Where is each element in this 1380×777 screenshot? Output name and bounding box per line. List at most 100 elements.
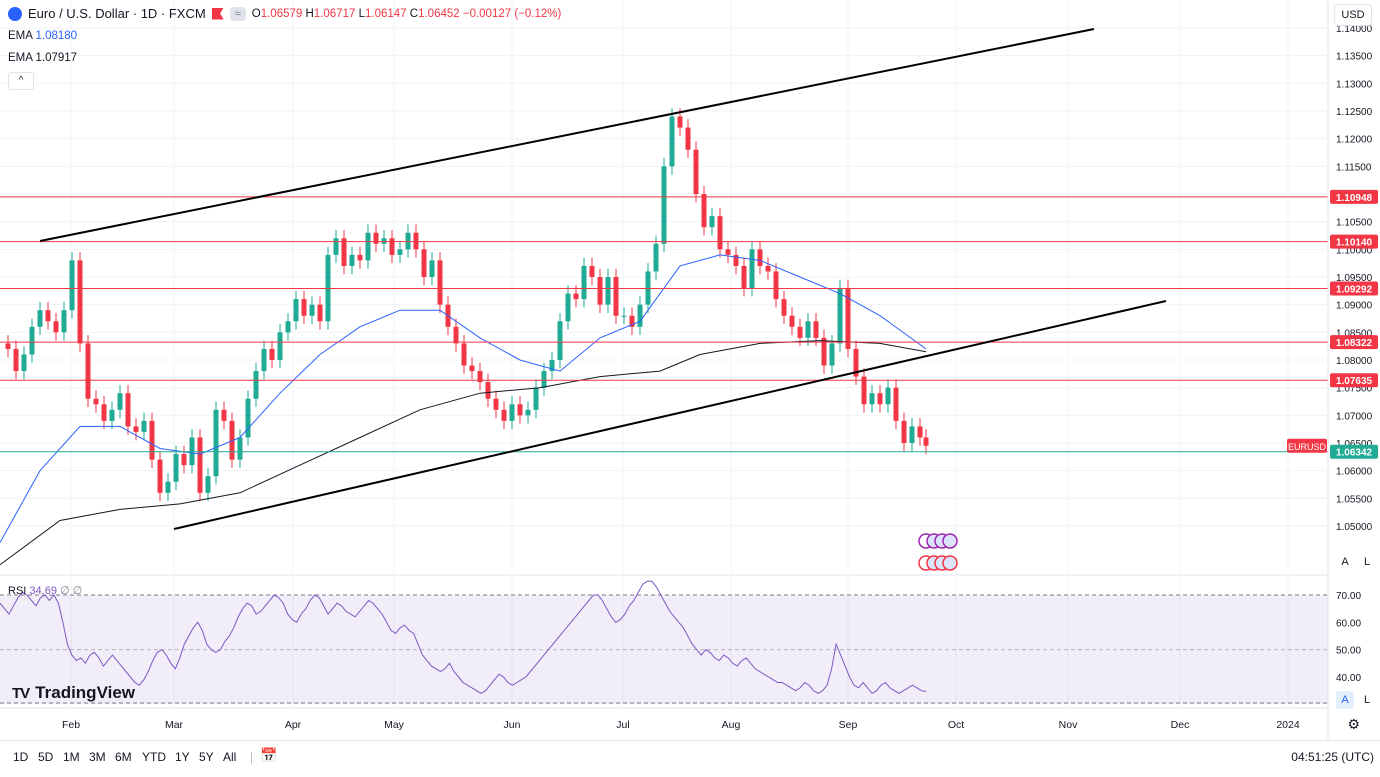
candle-body (101, 404, 107, 421)
horizontal-levels[interactable] (0, 196, 1328, 453)
candle-body (5, 343, 11, 349)
rsi-extra-2: ∅ (72, 585, 83, 597)
candle-body (893, 387, 899, 421)
rsi-log-scale-button[interactable]: L (1363, 694, 1371, 706)
gear-icon[interactable]: ⚙ (1347, 716, 1360, 732)
clock[interactable]: 04:51:25 (UTC) (1291, 750, 1374, 764)
bottom-toolbar: 1D 5D 1M 3M 6M YTD 1Y 5Y All | 📅 04:51:2… (0, 740, 1380, 777)
rsi-legend[interactable]: RSI 34.69 ∅ ∅ (8, 584, 82, 597)
candle-body (389, 238, 395, 255)
range-1d-button[interactable]: 1D (13, 750, 29, 764)
candle-body (597, 277, 603, 305)
candle-body (565, 293, 571, 322)
price-tick-label: 1.14000 (1336, 24, 1373, 35)
candle-body (133, 426, 139, 432)
candle-body (397, 249, 403, 255)
candle-body (61, 310, 67, 333)
time-tick-label: Mar (165, 719, 184, 731)
candle-body (821, 337, 827, 366)
candle-body (373, 232, 379, 244)
ema-legend-1[interactable]: EMA 1.08180 (8, 30, 77, 42)
candle-body (573, 293, 579, 300)
currency-button[interactable]: USD (1334, 4, 1372, 26)
compare-pill[interactable]: ≈ (229, 6, 246, 21)
rsi-value: 34.69 (29, 585, 57, 597)
price-tick-label: 1.09000 (1336, 301, 1373, 312)
ema2-value: 1.07917 (35, 52, 78, 64)
candle-body (541, 371, 547, 388)
ema-legend-2[interactable]: EMA 1.07917 (8, 52, 77, 64)
symbol-icon (8, 6, 22, 21)
trend-line-upper (39, 28, 1095, 242)
candle-body (357, 254, 363, 261)
candle-body (557, 321, 563, 360)
tradingview-brand[interactable]: TV TradingView (12, 683, 135, 703)
time-tick-label: Dec (1171, 719, 1190, 731)
candle-body (205, 476, 211, 493)
range-6m-button[interactable]: 6M (115, 750, 132, 764)
time-axis[interactable]: Feb Mar Apr May Jun Jul Aug Sep Oct Nov Dec 2024 (62, 719, 1300, 731)
range-5d-button[interactable]: 5D (38, 750, 54, 764)
time-tick-label: Apr (285, 719, 302, 731)
economic-events[interactable] (918, 533, 958, 571)
collapse-legend-button[interactable]: ^ (8, 72, 34, 90)
candle-body (437, 260, 443, 305)
candle-body (813, 321, 819, 338)
candle-body (485, 382, 491, 399)
date-range-icon[interactable]: 📅 (260, 747, 278, 763)
ema1-label: EMA (8, 30, 33, 42)
candle-body (581, 265, 587, 300)
price-tick-label: 1.08500 (1336, 328, 1373, 339)
auto-scale-button[interactable]: A (1341, 556, 1349, 568)
range-ytd-button[interactable]: YTD (142, 750, 166, 764)
range-5y-button[interactable]: 5Y (199, 750, 214, 764)
level-price-label: 1.09292 (1336, 285, 1373, 296)
candle-body (85, 343, 91, 399)
candle-body (661, 166, 667, 244)
candle-body (477, 371, 483, 383)
candle-body (469, 365, 475, 372)
approx-icon: ≈ (234, 7, 241, 20)
candle-body (277, 332, 283, 360)
candle-body (45, 310, 51, 322)
candle-body (301, 299, 307, 316)
symbol-title[interactable]: Euro / U.S. Dollar · 1D · FXCM (28, 6, 206, 21)
time-tick-label: Feb (62, 719, 80, 731)
candle-body (877, 393, 883, 405)
log-scale-button[interactable]: L (1363, 556, 1371, 568)
price-tick-label: 1.07500 (1336, 384, 1373, 395)
range-1m-button[interactable]: 1M (63, 750, 80, 764)
price-scale[interactable]: 1.14000 1.13500 1.13000 1.12500 1.12000 1.115… (1287, 0, 1380, 740)
level-price-label: 1.07635 (1336, 376, 1373, 387)
price-tick-label: 1.05000 (1336, 522, 1373, 533)
candle-body (549, 360, 555, 372)
trend-line-lower (173, 300, 1167, 530)
candle-body (453, 326, 459, 344)
candle-body (93, 398, 99, 405)
range-3m-button[interactable]: 3M (89, 750, 106, 764)
range-1y-button[interactable]: 1Y (175, 750, 190, 764)
candle-body (853, 348, 859, 377)
ema-lines (0, 254, 927, 566)
range-all-button[interactable]: All (223, 750, 237, 764)
candle-body (317, 304, 323, 322)
candle-body (613, 277, 619, 316)
ema1-value: 1.08180 (35, 30, 78, 42)
candle-body (749, 249, 755, 289)
high-value: 1.06717 (313, 7, 356, 20)
candle-body (741, 265, 747, 289)
candle-body (253, 371, 259, 399)
candle-body (717, 216, 723, 250)
level-price-tag (1330, 234, 1378, 249)
rsi-pane (0, 580, 1328, 705)
rsi-auto-scale-button[interactable]: A (1336, 691, 1354, 709)
trend-lines[interactable] (39, 28, 1167, 530)
candle-body (909, 426, 915, 443)
candle-body (501, 409, 507, 421)
ema-fast-line (0, 254, 927, 543)
price-tick-label: 1.11500 (1336, 162, 1372, 173)
candle-body (197, 437, 203, 493)
flag-icon[interactable] (211, 7, 224, 20)
rsi-tick-label: 60.00 (1336, 618, 1361, 629)
